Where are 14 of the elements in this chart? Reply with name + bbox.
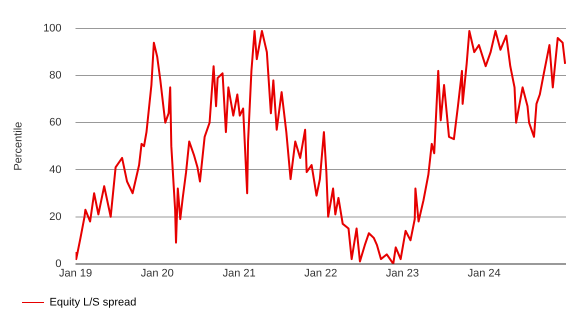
y-tick-label: 40 [49, 164, 62, 176]
y-tick-label: 80 [49, 70, 62, 82]
x-tick-label: Jan 23 [386, 267, 419, 280]
legend-label: Equity L/S spread [50, 296, 136, 309]
y-tick-label: 60 [49, 116, 62, 129]
x-tick-label: Jan 20 [140, 267, 174, 280]
y-tick-label: 20 [49, 210, 62, 223]
x-tick-label: Jan 24 [468, 267, 501, 280]
x-tick-label: Jan 19 [59, 267, 92, 280]
y-tick-label: 0 [55, 258, 62, 270]
y-axis-title: Percentile [12, 122, 25, 171]
y-tick-label: 100 [43, 22, 62, 35]
x-tick-label: Jan 22 [304, 267, 338, 280]
x-tick-label: Jan 21 [222, 267, 256, 280]
